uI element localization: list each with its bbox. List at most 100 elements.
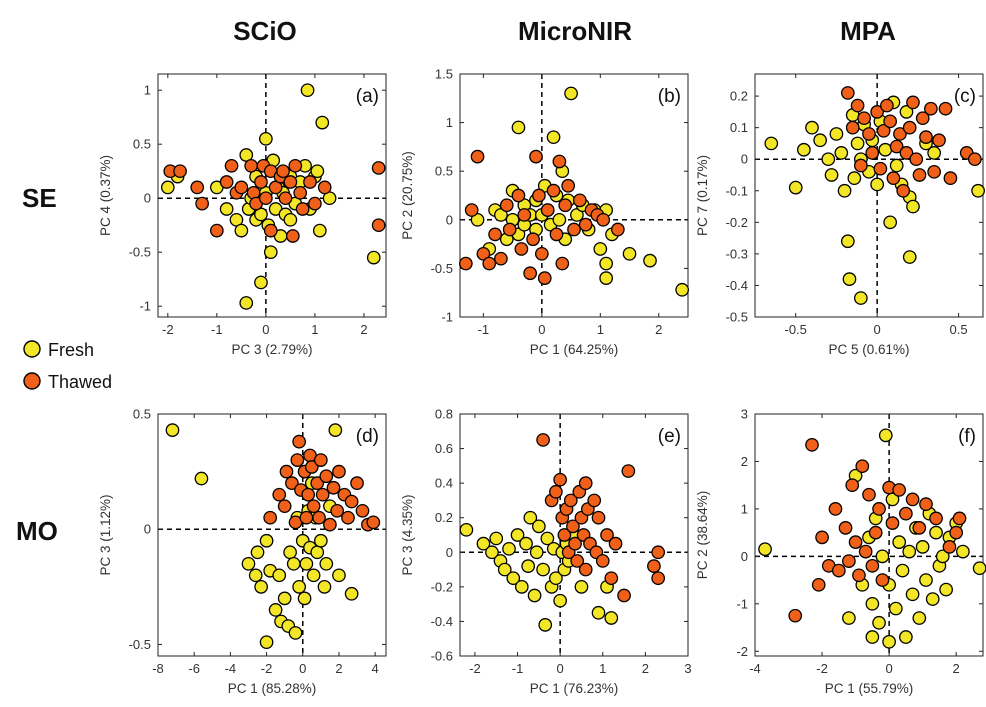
point-fresh — [239, 296, 254, 310]
y-tick-label: 0 — [741, 549, 748, 564]
point-fresh — [506, 571, 521, 586]
point-thawed — [600, 528, 614, 542]
point-thawed — [855, 459, 870, 474]
y-tick-label: 1 — [741, 501, 748, 516]
point-thawed — [850, 98, 865, 113]
y-axis-label: PC 3 (1.12%) — [98, 494, 113, 575]
point-fresh — [259, 533, 274, 548]
point-fresh — [902, 544, 917, 559]
legend-label-fresh: Fresh — [48, 340, 94, 360]
x-tick-label: 4 — [372, 661, 379, 676]
legend-marker-thawed — [23, 372, 41, 390]
point-fresh — [837, 183, 852, 198]
y-tick-label: 0.2 — [730, 89, 748, 104]
y-tick-label: 0.5 — [133, 407, 151, 422]
y-tick-label: 3 — [741, 407, 748, 422]
point-thawed — [190, 180, 205, 195]
x-tick-label: 2 — [655, 322, 662, 337]
x-tick-label: 2 — [953, 661, 960, 676]
y-tick-label: 1 — [144, 83, 151, 98]
point-thawed — [811, 577, 826, 592]
point-fresh — [511, 120, 526, 135]
point-fresh — [915, 540, 930, 554]
point-fresh — [939, 582, 953, 597]
x-tick-label: -2 — [162, 322, 174, 337]
point-thawed — [942, 540, 957, 554]
point-fresh — [538, 618, 553, 632]
point-fresh — [514, 580, 529, 594]
panel-tag: (c) — [954, 86, 976, 107]
point-thawed — [899, 506, 913, 521]
point-thawed — [838, 521, 853, 535]
point-fresh — [332, 568, 346, 583]
y-tick-label: 0.5 — [133, 137, 151, 152]
y-tick-label: -0.6 — [431, 649, 453, 664]
point-thawed — [317, 180, 332, 195]
point-thawed — [219, 175, 234, 189]
point-thawed — [371, 218, 386, 233]
point-thawed — [549, 227, 564, 242]
point-thawed — [290, 453, 305, 467]
x-tick-label: -0.5 — [785, 322, 807, 337]
point-thawed — [308, 196, 322, 211]
y-tick-label: -0.4 — [431, 614, 453, 629]
point-fresh — [895, 563, 910, 578]
point-thawed — [828, 502, 843, 516]
point-fresh — [956, 544, 970, 559]
y-tick-label: -0.2 — [726, 215, 748, 230]
point-fresh — [476, 536, 491, 551]
point-thawed — [301, 487, 316, 502]
x-tick-label: -2 — [469, 661, 481, 676]
point-fresh — [847, 171, 862, 185]
point-fresh — [531, 519, 546, 534]
point-thawed — [831, 563, 846, 578]
x-tick-label: 0 — [886, 661, 893, 676]
y-tick-label: -0.5 — [129, 245, 151, 260]
point-thawed — [566, 519, 580, 534]
point-thawed — [553, 472, 567, 487]
point-thawed — [621, 464, 636, 478]
legend-label-thawed: Thawed — [48, 372, 112, 392]
point-fresh — [234, 223, 249, 238]
panel-tag: (d) — [356, 426, 379, 447]
point-thawed — [876, 123, 891, 138]
point-fresh — [971, 183, 985, 198]
point-thawed — [330, 503, 344, 518]
point-thawed — [862, 487, 876, 502]
point-fresh — [292, 580, 306, 594]
x-tick-label: -1 — [512, 661, 524, 676]
point-thawed — [295, 202, 310, 216]
point-fresh — [268, 603, 283, 617]
point-thawed — [470, 149, 485, 164]
point-fresh — [277, 591, 292, 606]
point-fresh — [899, 105, 914, 119]
point-fresh — [599, 256, 614, 271]
point-fresh — [219, 202, 234, 216]
point-fresh — [870, 177, 884, 192]
y-tick-label: -1 — [139, 299, 151, 314]
point-thawed — [865, 146, 880, 160]
point-thawed — [319, 469, 334, 484]
point-fresh — [878, 142, 893, 157]
point-thawed — [502, 222, 517, 237]
x-axis-label: PC 3 (2.79%) — [231, 342, 312, 357]
point-thawed — [651, 545, 666, 560]
x-tick-label: 1 — [597, 322, 604, 337]
panel-tag: (f) — [958, 426, 976, 447]
point-thawed — [912, 521, 927, 535]
point-fresh — [935, 549, 950, 564]
point-fresh — [552, 212, 567, 227]
point-thawed — [857, 111, 871, 126]
point-fresh — [834, 146, 849, 160]
x-tick-label: 0 — [874, 322, 881, 337]
column-title-micronir: MicroNIR — [518, 16, 632, 46]
x-tick-label: 0.5 — [950, 322, 968, 337]
point-thawed — [272, 487, 287, 502]
point-thawed — [596, 212, 611, 227]
y-tick-label: 0.6 — [435, 441, 453, 456]
y-tick-label: 0 — [144, 522, 151, 537]
point-fresh — [906, 199, 920, 214]
y-axis-label: PC 7 (0.17%) — [695, 155, 710, 236]
